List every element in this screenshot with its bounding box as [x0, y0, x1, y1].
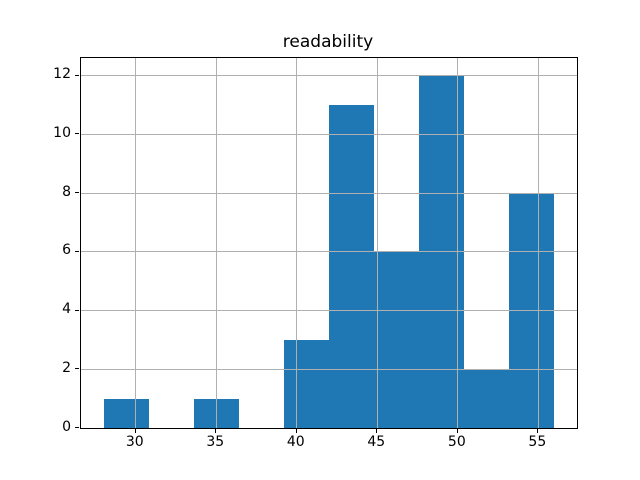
- y-gridline: [81, 427, 577, 428]
- x-tick-label: 50: [447, 434, 466, 450]
- x-gridline: [457, 58, 459, 428]
- y-tick-mark: [75, 192, 79, 194]
- y-gridline: [81, 310, 577, 312]
- y-tick-label: 8: [62, 183, 71, 200]
- x-tick-mark: [376, 429, 378, 433]
- x-gridline: [376, 58, 378, 428]
- y-tick-label: 4: [62, 301, 71, 318]
- x-gridline: [215, 58, 217, 428]
- y-gridline: [81, 192, 577, 194]
- x-tick-label: 45: [367, 434, 386, 450]
- x-tick-mark: [295, 429, 297, 433]
- x-tick-mark: [134, 429, 136, 433]
- histogram-bar: [374, 251, 420, 428]
- x-tick-mark: [456, 429, 458, 433]
- histogram-bar: [464, 369, 510, 428]
- histogram-bar: [329, 104, 375, 428]
- y-tick-label: 0: [62, 418, 71, 435]
- x-tick-label: 55: [528, 434, 547, 450]
- y-tick-mark: [75, 74, 79, 76]
- histogram-bar: [283, 339, 329, 428]
- y-gridline: [81, 133, 577, 135]
- x-tick-label: 30: [125, 434, 144, 450]
- x-tick-mark: [215, 429, 217, 433]
- y-tick-mark: [75, 427, 79, 428]
- y-tick-mark: [75, 250, 79, 252]
- y-gridline: [81, 251, 577, 253]
- y-tick-mark: [75, 368, 79, 370]
- x-gridline: [537, 58, 539, 428]
- y-tick-label: 6: [62, 242, 71, 259]
- x-gridline: [135, 58, 137, 428]
- x-tick-mark: [537, 429, 539, 433]
- chart-title: readability: [282, 32, 374, 52]
- y-tick-label: 2: [62, 359, 71, 376]
- y-tick-label: 12: [53, 66, 71, 83]
- histogram-bar: [103, 398, 149, 428]
- x-gridline: [296, 58, 298, 428]
- y-tick-mark: [75, 309, 79, 311]
- y-gridline: [81, 368, 577, 370]
- plot-area: [80, 57, 578, 429]
- y-gridline: [81, 75, 577, 77]
- x-tick-label: 35: [206, 434, 225, 450]
- y-tick-mark: [75, 133, 79, 135]
- x-tick-label: 40: [286, 434, 305, 450]
- y-tick-label: 10: [53, 124, 71, 141]
